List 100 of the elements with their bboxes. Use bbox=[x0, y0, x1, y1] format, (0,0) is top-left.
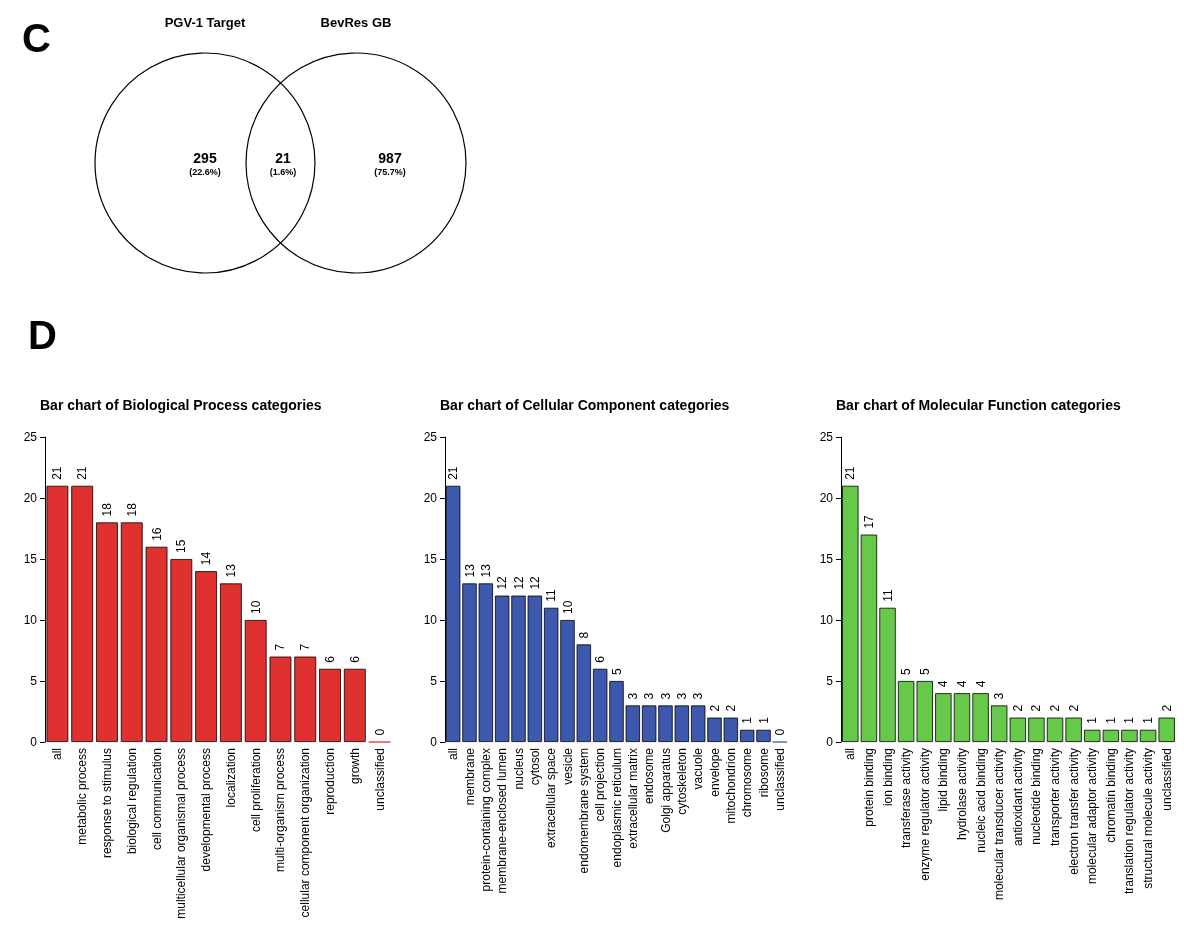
x-tick-label: unclassified bbox=[1159, 748, 1174, 811]
y-tick-label: 5 bbox=[30, 674, 38, 688]
text: (1.6%) bbox=[269, 166, 297, 177]
data-label: 2 bbox=[707, 704, 722, 712]
data-label: 21 bbox=[50, 466, 65, 480]
x-tick-label: electron transfer activity bbox=[1066, 748, 1081, 875]
x-tick-label: molecular transducer activity bbox=[992, 748, 1007, 901]
y-tick-label: 25 bbox=[819, 430, 834, 444]
bar bbox=[953, 693, 971, 742]
x-tick-label: Golgi apparatus bbox=[658, 748, 673, 833]
data-label: 4 bbox=[936, 680, 951, 688]
data-label: 0 bbox=[772, 728, 787, 736]
data-label: 1 bbox=[1085, 716, 1100, 724]
data-label: 12 bbox=[527, 575, 542, 590]
text: PGV-1 Target bbox=[164, 15, 246, 30]
data-label: 5 bbox=[899, 668, 914, 675]
data-label: 15 bbox=[174, 539, 189, 553]
data-label: 6 bbox=[323, 655, 338, 663]
data-label: 1 bbox=[756, 716, 771, 724]
data-label: 13 bbox=[478, 563, 493, 578]
y-tick-label: 20 bbox=[23, 491, 38, 505]
y-tick-label: 15 bbox=[23, 552, 38, 566]
bar bbox=[972, 693, 989, 742]
text: BevRes GB bbox=[320, 15, 392, 30]
data-label: 2 bbox=[1048, 704, 1063, 712]
x-tick-label: ion binding bbox=[880, 748, 895, 807]
x-tick-label: translation regulator activity bbox=[1122, 748, 1137, 895]
x-tick-label: multicellular organismal process bbox=[174, 748, 189, 919]
x-tick-label: vesicle bbox=[560, 747, 575, 785]
data-label: 10 bbox=[248, 600, 263, 614]
data-label: 5 bbox=[917, 668, 932, 675]
x-tick-label: cytoskeleton bbox=[674, 748, 689, 815]
y-tick-label: 0 bbox=[30, 735, 38, 749]
x-tick-label: metabolic process bbox=[75, 748, 90, 845]
bar bbox=[319, 668, 341, 742]
bar bbox=[1121, 729, 1138, 742]
data-label: 1 bbox=[1122, 716, 1137, 724]
x-tick-label: envelope bbox=[707, 747, 722, 797]
y-tick-label: 20 bbox=[819, 491, 834, 505]
x-tick-label: nucleotide binding bbox=[1029, 748, 1044, 845]
bar bbox=[170, 559, 193, 742]
y-tick-label: 15 bbox=[819, 552, 834, 566]
x-tick-label: endoplasmic reticulum bbox=[609, 748, 624, 868]
data-label: 18 bbox=[99, 502, 114, 517]
bar bbox=[96, 522, 118, 742]
x-tick-label: nucleic acid binding bbox=[973, 748, 988, 853]
bar bbox=[343, 668, 366, 742]
x-tick-label: protein binding bbox=[861, 748, 876, 827]
x-tick-label: protein-containing complex bbox=[478, 748, 493, 892]
x-tick-label: cell proliferation bbox=[248, 748, 263, 833]
data-label: 6 bbox=[593, 655, 608, 663]
data-label: 3 bbox=[625, 692, 640, 700]
text: D bbox=[28, 313, 57, 357]
data-label: 14 bbox=[199, 551, 214, 566]
data-label: 7 bbox=[298, 643, 313, 651]
y-tick-label: 0 bbox=[826, 735, 834, 749]
data-label: 11 bbox=[544, 589, 559, 602]
data-label: 2 bbox=[1066, 704, 1081, 712]
data-label: 4 bbox=[973, 680, 988, 688]
y-tick-label: 5 bbox=[826, 674, 834, 688]
x-tick-label: cellular component organization bbox=[298, 748, 313, 918]
y-tick-label: 10 bbox=[423, 613, 438, 627]
y-tick-label: 25 bbox=[423, 430, 438, 444]
x-tick-label: antioxidant activity bbox=[1010, 748, 1025, 847]
data-label: 2 bbox=[1029, 704, 1044, 712]
x-tick-label: endomembrane system bbox=[576, 748, 591, 874]
x-tick-label: cell projection bbox=[593, 748, 608, 822]
x-tick-label: cell communication bbox=[149, 748, 164, 851]
data-label: 2 bbox=[1010, 704, 1025, 712]
x-tick-label: membrane bbox=[462, 747, 477, 806]
data-label: 987 bbox=[378, 150, 402, 166]
data-label: 3 bbox=[691, 692, 706, 700]
text: (75.7%) bbox=[374, 166, 406, 177]
x-tick-label: hydrolase activity bbox=[954, 748, 969, 841]
data-label: 12 bbox=[495, 575, 510, 590]
x-tick-label: all bbox=[843, 748, 858, 761]
data-label: 6 bbox=[347, 655, 362, 663]
x-tick-label: structural molecule activity bbox=[1141, 748, 1156, 889]
x-tick-label: molecular adaptor activity bbox=[1085, 748, 1100, 885]
x-tick-label: unclassified bbox=[372, 748, 387, 811]
x-tick-label: transferase activity bbox=[899, 748, 914, 849]
x-tick-label: multi-organism process bbox=[273, 748, 288, 873]
x-tick-label: chromatin binding bbox=[1103, 748, 1118, 843]
x-tick-label: cytosol bbox=[527, 748, 542, 786]
bar bbox=[244, 620, 267, 742]
data-label: 11 bbox=[880, 589, 895, 602]
y-tick-label: 0 bbox=[430, 735, 438, 749]
x-tick-label: biological regulation bbox=[124, 748, 139, 855]
bar bbox=[1065, 717, 1082, 742]
data-label: 8 bbox=[576, 631, 591, 639]
data-label: 7 bbox=[273, 643, 288, 651]
x-tick-label: ribosome bbox=[756, 747, 771, 798]
data-label: 21 bbox=[275, 150, 291, 166]
data-label: 13 bbox=[223, 563, 238, 578]
x-tick-label: nucleus bbox=[511, 748, 526, 790]
x-tick-label: mitochondrion bbox=[723, 748, 738, 824]
bar bbox=[879, 607, 896, 742]
data-label: 18 bbox=[124, 502, 139, 517]
x-tick-label: vacuole bbox=[691, 747, 706, 790]
chart-title: Bar chart of Biological Process categories bbox=[40, 397, 322, 413]
